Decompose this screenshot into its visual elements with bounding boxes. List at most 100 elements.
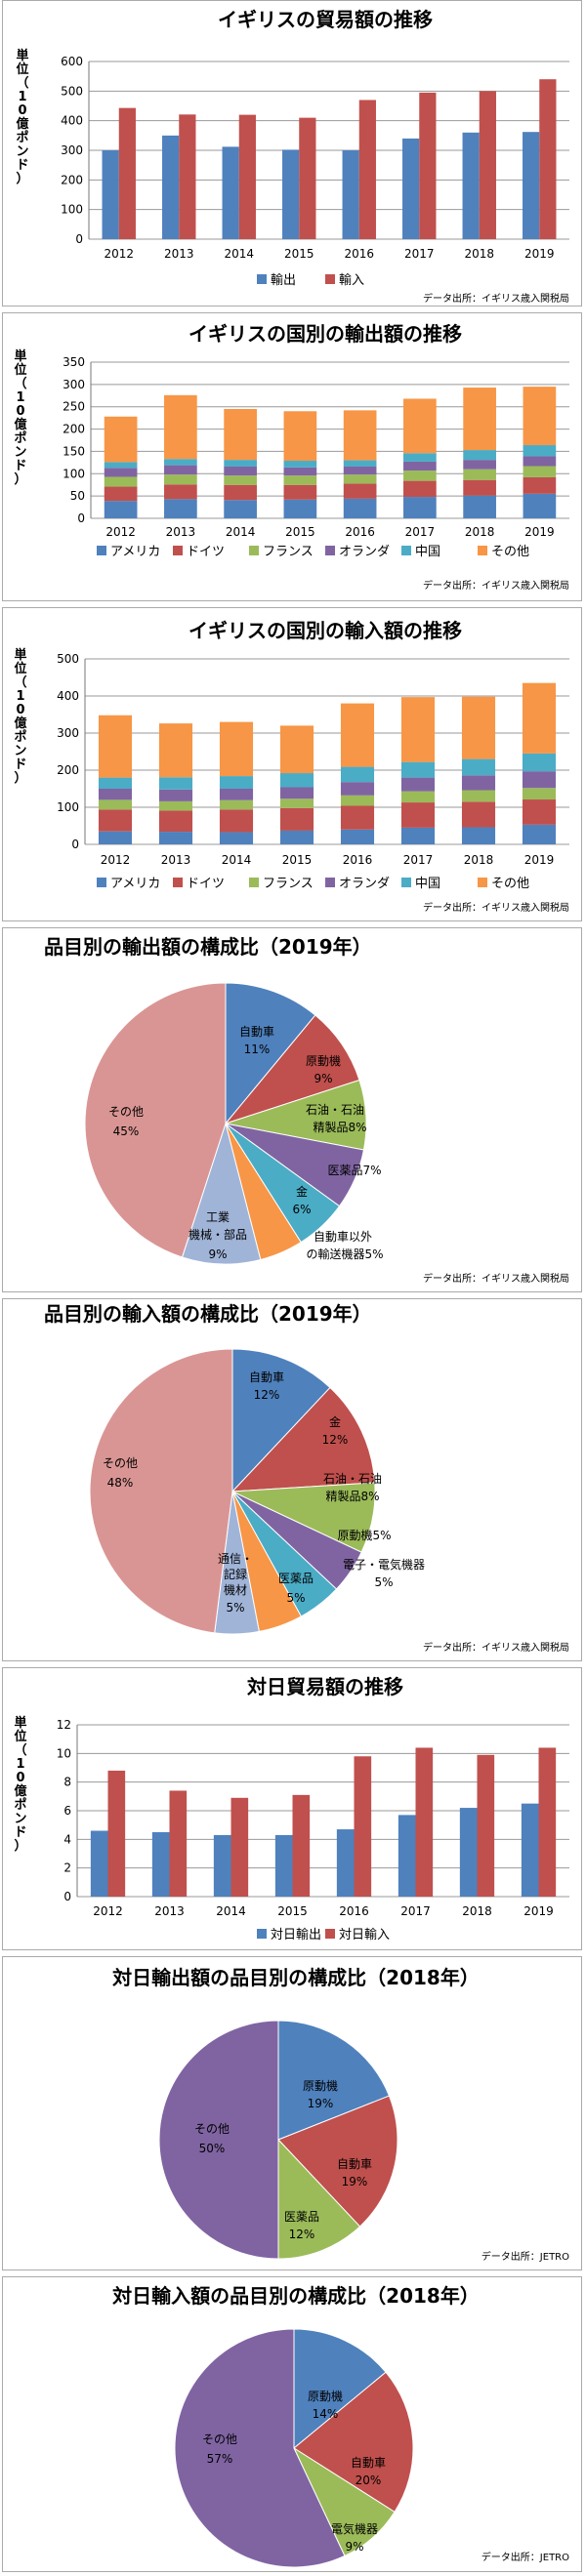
bar-中国 bbox=[463, 450, 496, 461]
bar-オランダ bbox=[400, 777, 436, 792]
y-label-char: ） bbox=[14, 770, 26, 786]
pie-slice-金 bbox=[230, 1386, 376, 1492]
legend-swatch bbox=[249, 878, 259, 887]
legend-swatch bbox=[97, 878, 106, 887]
pie-label: 12% bbox=[254, 1388, 280, 1402]
source-note: データ出所：イギリス歳入関税局 bbox=[423, 579, 569, 592]
y-label-char: （ bbox=[14, 675, 26, 690]
bar-オランダ bbox=[340, 782, 375, 796]
legend-label: 中国 bbox=[415, 545, 440, 559]
chart-svg: 対日輸入額の品目別の構成比（2018年） 原動機 14% 自動車 20% 電気機器 9% その… bbox=[111, 2284, 569, 2568]
bar-輸出 bbox=[222, 146, 239, 239]
x-tick-label: 2017 bbox=[400, 1904, 431, 1918]
legend-label: その他 bbox=[491, 877, 529, 891]
chart-svg: 対日輸出額の品目別の構成比（2018年） 原動機 19% 自動車 19% 医薬品 12% その… bbox=[111, 1966, 569, 2263]
y-label-char: 単 bbox=[14, 348, 26, 364]
bar-フランス bbox=[461, 790, 496, 802]
pie-label: 医薬品 bbox=[284, 2210, 319, 2224]
bar-ドイツ bbox=[523, 476, 557, 494]
bar-ドイツ bbox=[403, 480, 437, 498]
pie-label: その他 bbox=[103, 1456, 138, 1470]
y-label-char: 単 bbox=[14, 1715, 26, 1731]
y-tick-label: 0 bbox=[71, 838, 79, 851]
pie-label: その他 bbox=[108, 1105, 144, 1119]
pie-label: 12% bbox=[289, 2228, 315, 2241]
bar-その他 bbox=[279, 725, 314, 774]
y-label-char: 0 bbox=[18, 103, 26, 118]
legend-label: フランス bbox=[263, 545, 314, 559]
legend-swatch bbox=[257, 1929, 267, 1939]
legend-label: アメリカ bbox=[110, 545, 160, 559]
pie-label: 電気機器 bbox=[331, 2521, 378, 2536]
y-tick-label: 300 bbox=[63, 378, 85, 391]
legend-label: 中国 bbox=[415, 877, 440, 891]
bar-フランス bbox=[224, 475, 257, 485]
bar-中国 bbox=[219, 776, 254, 789]
y-label-char: 億 bbox=[16, 116, 28, 132]
chart-title: 対日輸入額の品目別の構成比（2018年） bbox=[111, 2284, 480, 2308]
pie-label: 機材 bbox=[224, 1582, 247, 1597]
bar-対日輸出 bbox=[398, 1815, 416, 1897]
y-label-char: ド bbox=[14, 1825, 26, 1840]
pie-label: 原動機5% bbox=[337, 1528, 391, 1542]
y-tick-label: 0 bbox=[77, 511, 85, 525]
pie-label: 5% bbox=[374, 1575, 393, 1589]
pie-label: 自動車 bbox=[337, 2157, 372, 2171]
bar-対日輸出 bbox=[459, 1808, 478, 1897]
y-label-char: （ bbox=[14, 376, 26, 391]
bar-アメリカ bbox=[283, 499, 317, 518]
y-tick-label: 500 bbox=[57, 652, 79, 666]
bar-ドイツ bbox=[104, 486, 138, 502]
y-tick-label: 200 bbox=[61, 173, 83, 186]
bar-オランダ bbox=[158, 789, 193, 801]
bar-対日輸出 bbox=[521, 1803, 539, 1897]
pie-label: の輸送機器5% bbox=[306, 1247, 383, 1261]
y-label-char: 1 bbox=[16, 390, 24, 405]
bar-輸出 bbox=[523, 132, 540, 239]
bar-輸出 bbox=[282, 149, 300, 239]
legend-label: オランダ bbox=[339, 877, 390, 891]
y-tick-label: 0 bbox=[63, 1890, 71, 1903]
legend-swatch bbox=[173, 546, 183, 555]
bar-ドイツ bbox=[340, 805, 375, 830]
x-tick-label: 2019 bbox=[524, 525, 555, 539]
bar-フランス bbox=[340, 795, 375, 806]
x-tick-label: 2012 bbox=[101, 853, 131, 867]
bar-対日輸入 bbox=[230, 1797, 249, 1897]
y-label-char: 0 bbox=[16, 404, 24, 419]
bar-中国 bbox=[340, 766, 375, 783]
x-tick-label: 2019 bbox=[523, 1904, 554, 1918]
bar-輸入 bbox=[358, 100, 376, 239]
legend-swatch bbox=[325, 1929, 335, 1939]
bar-アメリカ bbox=[279, 830, 314, 844]
x-tick-label: 2017 bbox=[403, 853, 434, 867]
legend-label: アメリカ bbox=[110, 877, 160, 891]
y-label-char: 単 bbox=[16, 48, 28, 63]
x-tick-label: 2015 bbox=[277, 1904, 308, 1918]
bar-アメリカ bbox=[461, 827, 496, 844]
bar-オランダ bbox=[343, 466, 377, 475]
bar-オランダ bbox=[283, 467, 317, 476]
y-label-char: 0 bbox=[16, 1771, 24, 1785]
bar-ドイツ bbox=[98, 809, 133, 832]
x-tick-label: 2014 bbox=[226, 525, 256, 539]
pie-label: 自動車 bbox=[239, 1025, 274, 1039]
pie-slice-工業機械・部品 bbox=[181, 1122, 262, 1265]
y-tick-label: 300 bbox=[61, 143, 83, 157]
bar-ドイツ bbox=[343, 483, 377, 499]
bar-アメリカ bbox=[403, 497, 437, 518]
bar-その他 bbox=[104, 416, 138, 463]
pie-label: 記録 bbox=[224, 1567, 247, 1581]
pie-label: 50% bbox=[199, 2142, 226, 2155]
bar-ドイツ bbox=[279, 807, 314, 831]
legend-swatch bbox=[478, 546, 487, 555]
pie-slice-その他 bbox=[84, 982, 227, 1258]
x-tick-label: 2014 bbox=[222, 853, 252, 867]
bar-オランダ bbox=[104, 468, 138, 477]
legend-label: 対日輸出 bbox=[271, 1928, 321, 1942]
y-tick-label: 8 bbox=[63, 1776, 71, 1789]
bar-対日輸出 bbox=[274, 1834, 293, 1897]
source-note: データ出所：JETRO bbox=[481, 2551, 569, 2563]
bar-アメリカ bbox=[104, 501, 138, 518]
